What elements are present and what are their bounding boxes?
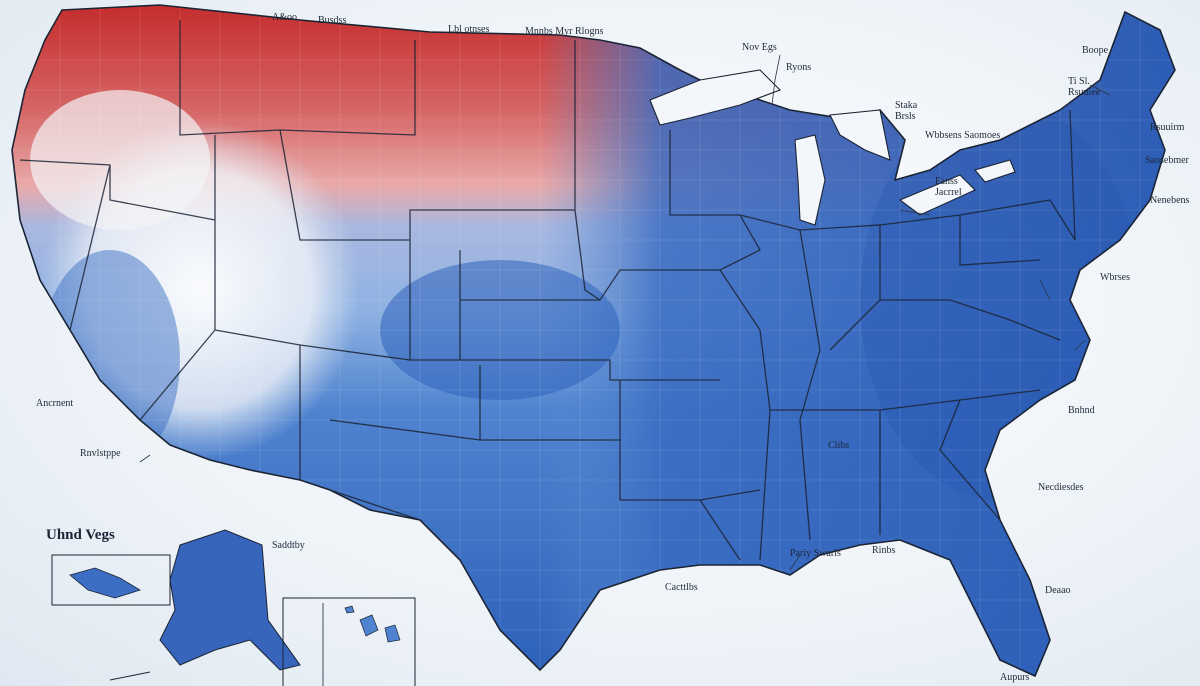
alaska-inset xyxy=(51,529,301,681)
map-label: Rnvlstppe xyxy=(80,448,121,459)
map-label: Nenebens xyxy=(1150,195,1190,206)
map-label: Fanss Jacrrel xyxy=(935,176,962,198)
map-label: Lbl otnses xyxy=(448,24,490,35)
map-label: Ancrnent xyxy=(36,398,74,409)
map-label: Wbrses xyxy=(1100,272,1130,283)
map-label: Bnhnd xyxy=(1068,405,1095,416)
map-label: Rsuuirm xyxy=(1150,122,1185,133)
map-label: Staka Brsls xyxy=(895,100,918,122)
map-label: Wbbsens Saomoes xyxy=(925,130,1001,141)
hawaii-inset xyxy=(282,597,416,686)
map-label: Cacttlbs xyxy=(665,582,698,593)
map-label: A&oo xyxy=(272,12,297,23)
map-label: Mnnbs Myr Rlogns xyxy=(525,26,604,37)
map-label: Nov Egs xyxy=(742,42,777,53)
map-label: Saosebmer xyxy=(1145,155,1189,166)
map-label: Aupurs xyxy=(1000,672,1030,683)
inset-title: Uhnd Vegs xyxy=(46,527,115,543)
map-label: Ryons xyxy=(786,62,812,73)
state-borders xyxy=(19,20,1076,561)
map-label: Rinbs xyxy=(872,545,896,556)
map-label: Deaao xyxy=(1045,585,1071,596)
great-lakes xyxy=(649,69,1016,226)
map-label: Clibs xyxy=(828,440,850,451)
map-label: Boope xyxy=(1082,45,1109,56)
map-label: Necdiesdes xyxy=(1038,482,1084,493)
map-label: Saddtby xyxy=(272,540,305,551)
map-label: Busdss xyxy=(318,15,347,26)
map-label: Pariy Swarls xyxy=(790,548,841,559)
map-label: Ti Sl. Rsuuiee xyxy=(1068,76,1101,98)
